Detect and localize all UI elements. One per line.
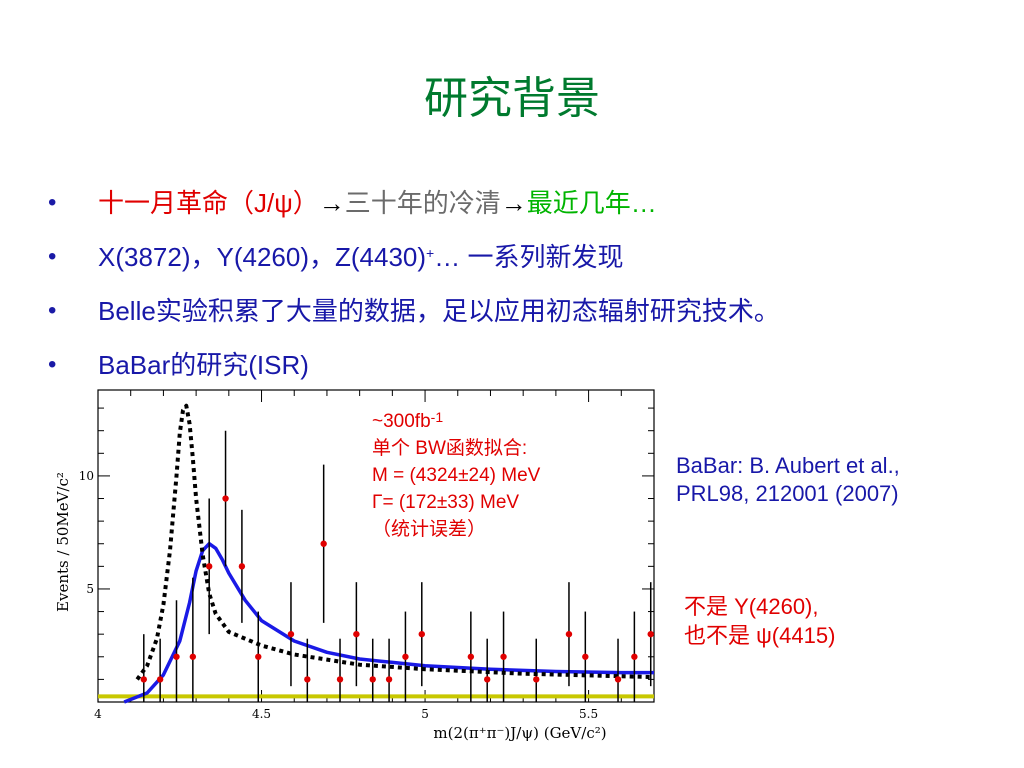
data-point <box>385 676 393 683</box>
data-point <box>614 676 622 683</box>
identification-note: 不是 Y(4260), 也不是 ψ(4415) <box>684 592 835 650</box>
data-point <box>156 676 164 683</box>
not-psi4415-text: 也不是 ψ(4415) <box>684 623 836 648</box>
reference-note: BaBar: B. Aubert et al., PRL98, 212001 (… <box>676 452 900 508</box>
mass-spectrum-plot: 4 4.5 5 5.5 5 10 Events / 50MeV/c² m(2(π⁺π⁻)J/ψ… <box>50 372 660 748</box>
babar-text: 的研究(ISR) <box>170 350 309 380</box>
luminosity-text: ~300fb <box>372 411 431 432</box>
data-point <box>222 495 229 502</box>
bullet-list: 十一月革命（J/ψ）→三十年的冷清→最近几年… X(3872)，Y(4260)，… <box>48 186 780 402</box>
page-title: 研究背景 <box>424 73 600 124</box>
data-point <box>353 630 360 638</box>
bullet-item: BaBar的研究(ISR) <box>48 348 780 402</box>
arrow-icon: → <box>318 188 345 218</box>
x-axis-label: m(2(π⁺π⁻)J/ψ) (GeV/c²) <box>433 724 606 742</box>
dotted-fit-curve <box>135 403 655 681</box>
data-point <box>533 676 540 683</box>
y-tick-label: 10 <box>79 469 94 483</box>
data-point <box>402 653 409 660</box>
data-point <box>582 653 589 660</box>
x-tick-label: 4.5 <box>252 707 271 721</box>
mass-result-text: M = (4324±24) MeV <box>372 465 541 486</box>
data-point <box>500 653 507 660</box>
belle-text: 实验积累了大量的数据，足以应用初态辐射研究技术。 <box>155 296 780 326</box>
bw-fit-curve <box>123 541 654 704</box>
data-point <box>140 676 147 683</box>
fit-method-text: 单个 BW函数拟合: <box>372 438 528 459</box>
data-point <box>565 630 573 638</box>
y-axis-label: Events / 50MeV/c² <box>54 472 72 612</box>
data-point <box>418 630 425 638</box>
x-tick-label: 4 <box>94 707 102 721</box>
data-point <box>369 676 376 683</box>
arrow-icon: → <box>500 188 527 218</box>
data-point <box>304 676 311 683</box>
bullet-item: X(3872)，Y(4260)，Z(4430)+… 一系列新发现 <box>48 240 780 294</box>
data-point <box>467 653 475 660</box>
y-tick-label: 5 <box>86 582 94 596</box>
november-revolution-text: 十一月革命（J/ψ） <box>98 188 319 218</box>
data-point <box>173 653 180 660</box>
new-discoveries-text: … 一系列新发现 <box>434 242 624 272</box>
data-point <box>320 540 327 547</box>
x-tick-label: 5 <box>421 707 429 721</box>
fit-note: ~300fb-1 单个 BW函数拟合: M = (4324±24) MeV Γ=… <box>372 408 540 543</box>
data-point <box>189 653 197 660</box>
new-states-text: X(3872)，Y(4260)，Z(4430) <box>98 242 427 272</box>
stat-error-text: （统计误差） <box>372 519 487 540</box>
babar-label: BaBar <box>98 350 171 380</box>
bullet-item: Belle实验积累了大量的数据，足以应用初态辐射研究技术。 <box>48 294 780 348</box>
plot-frame <box>97 389 655 703</box>
belle-label: Belle <box>98 296 156 326</box>
data-point <box>287 630 295 638</box>
reference-journal: PRL98, 212001 (2007) <box>676 481 899 506</box>
data-point <box>631 653 638 660</box>
chart-svg: 4 4.5 5 5.5 5 10 Events / 50MeV/c² m(2(π⁺π⁻)J/ψ… <box>54 389 655 742</box>
recent-years-text: 最近几年… <box>526 188 657 218</box>
data-point <box>647 630 654 638</box>
reference-authors: BaBar: B. Aubert et al., <box>676 453 900 478</box>
data-point <box>255 653 262 660</box>
data-point <box>484 676 491 683</box>
not-y4260-text: 不是 Y(4260), <box>684 594 819 619</box>
bullet-item: 十一月革命（J/ψ）→三十年的冷清→最近几年… <box>48 186 780 240</box>
data-point <box>238 563 246 570</box>
x-tick-label: 5.5 <box>579 707 598 721</box>
luminosity-superscript: -1 <box>430 409 444 425</box>
charge-superscript: + <box>426 245 435 261</box>
data-point <box>206 563 213 570</box>
data-point <box>336 676 344 683</box>
thirty-years-text: 三十年的冷清 <box>344 188 501 218</box>
width-result-text: Γ= (172±33) MeV <box>372 492 520 513</box>
